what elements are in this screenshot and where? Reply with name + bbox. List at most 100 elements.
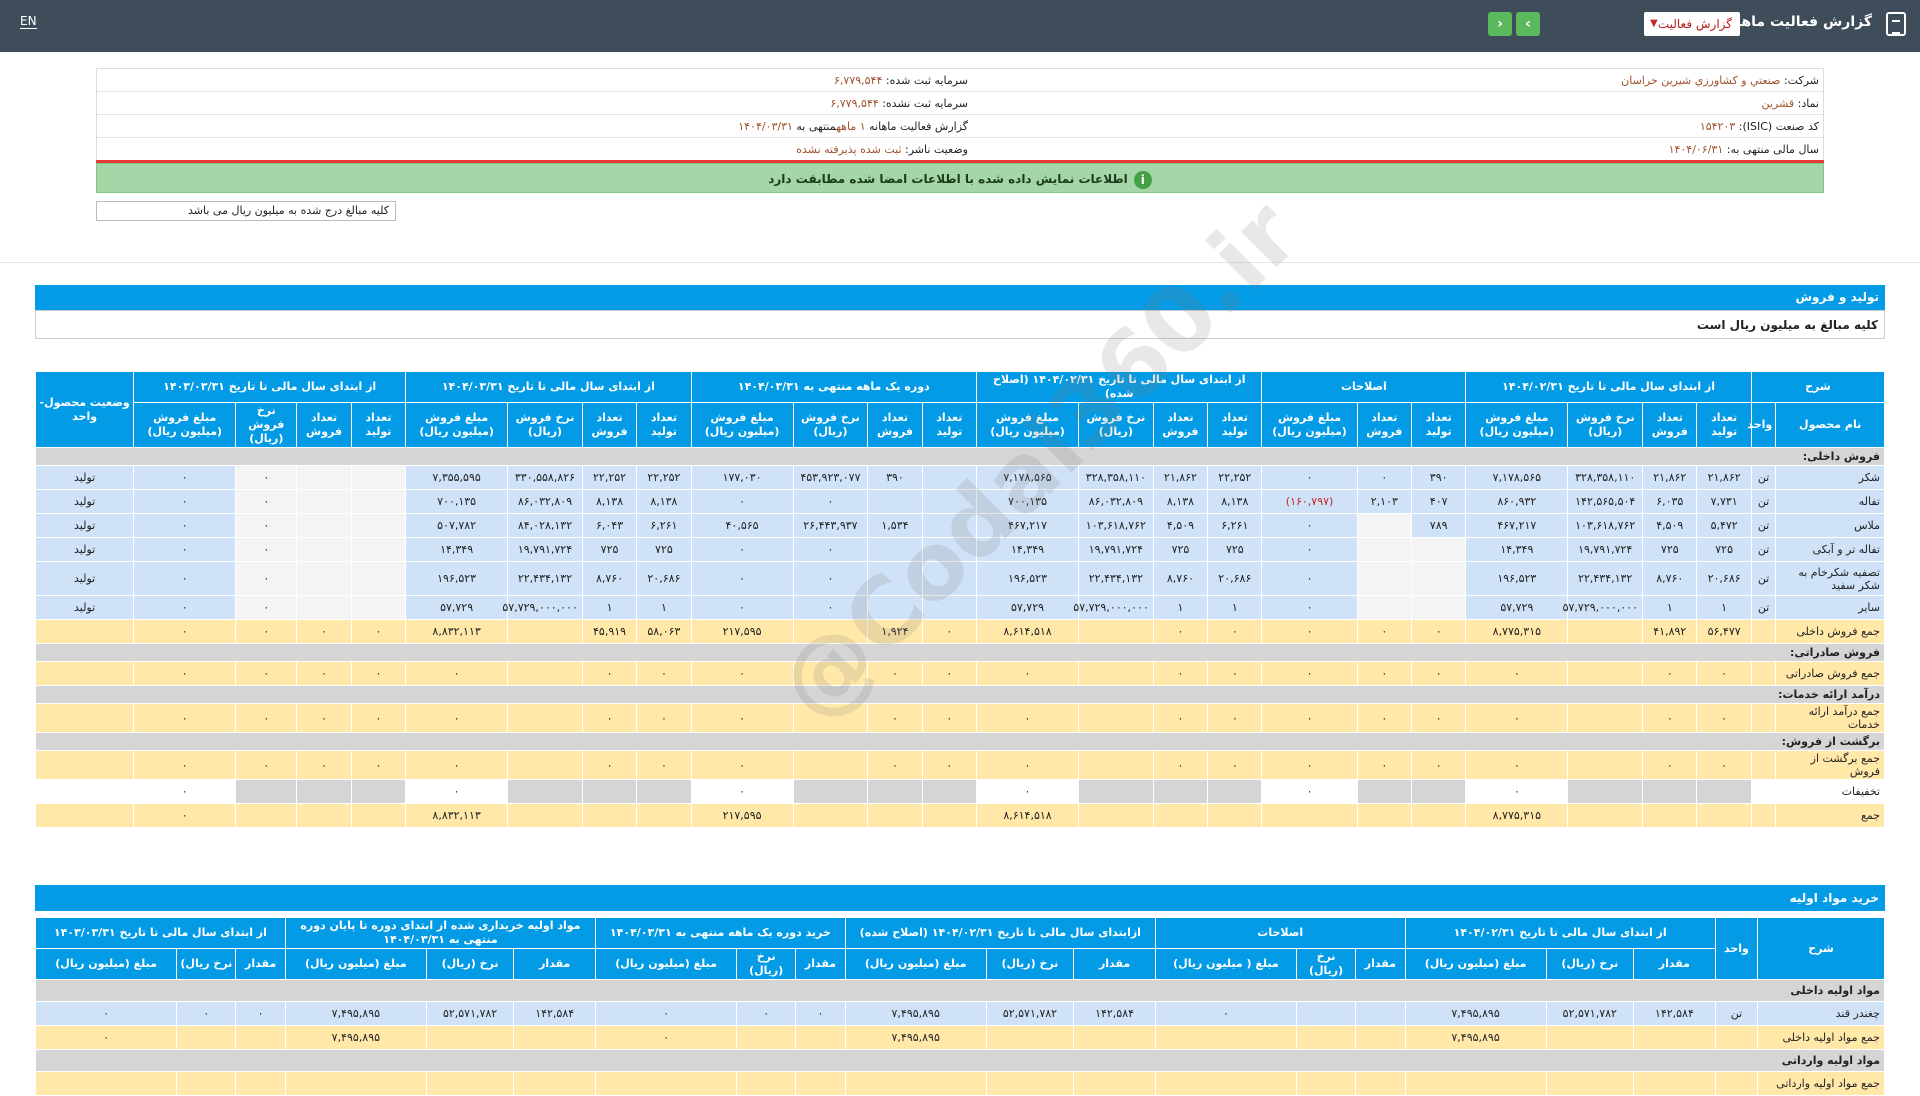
production-sales-table: شرح از ابتدای سال مالی تا تاریخ ۱۴۰۴/۰۲/۳… <box>34 371 1886 828</box>
table-cell <box>1410 803 1467 828</box>
column-header: مبلغ (میلیون ریال) <box>34 948 178 980</box>
divider <box>0 262 1920 263</box>
table-cell <box>1207 779 1263 804</box>
column-header: تعداد فروش <box>1642 402 1698 448</box>
table-cell: ۰ <box>296 619 352 644</box>
column-header: تعداد تولید <box>1696 402 1752 448</box>
row-label: تصفیه شکرخام به شکر سفید <box>1775 561 1885 596</box>
table-cell <box>1295 1001 1357 1026</box>
table-cell <box>636 779 692 804</box>
column-header: واحد <box>1747 402 1777 448</box>
table-cell: تولید <box>34 489 135 514</box>
table-cell <box>513 1071 597 1096</box>
group-row: مواد اولیه داخلی <box>35 979 1885 1002</box>
group-row: مواد اولیه وارداتی <box>35 1049 1885 1072</box>
table-cell: ۰ <box>690 779 794 804</box>
table-cell: ۳۲۸,۳۵۸,۱۱۰ <box>1567 465 1644 490</box>
table-cell <box>1295 1025 1357 1050</box>
table-cell: ۱۹۶,۵۲۳ <box>405 561 509 596</box>
production-unit-note: کلیه مبالغ به میلیون ریال است <box>35 310 1885 339</box>
group-label: برگشت از فروش: <box>35 732 1885 751</box>
table-cell: ۰ <box>867 750 923 780</box>
group-label: درآمد ارائه خدمات: <box>35 685 1885 704</box>
table-cell: ۸,۱۳۸ <box>1152 489 1209 514</box>
language-toggle[interactable]: EN <box>20 14 37 29</box>
table-cell <box>921 779 978 804</box>
table-cell: ۰ <box>350 619 407 644</box>
table-cell: ۸,۷۷۵,۳۱۵ <box>1465 803 1569 828</box>
table-cell: ۰ <box>133 489 237 514</box>
total-row: جمع برگشت از فروش ۰ ۰ ۰ ۰ ۰ ۰ ۰ ۰ ۰ ۰ ۰ ۰ ۰ ۰ ۰ ۰ ۰ ۰ ۰ <box>34 750 1885 780</box>
column-group-header: مواد اولیه خریداری شده از ابتدای دوره تا… <box>284 917 597 949</box>
table-cell: ۷,۴۹۵,۸۹۵ <box>1404 1025 1547 1050</box>
info-row: شرکت: صنعتي و کشاورزي شيرين خراسان سرمای… <box>97 69 1823 92</box>
table-cell: ۷۲۵ <box>1642 537 1698 562</box>
table-cell: ۷,۴۹۵,۸۹۵ <box>1404 1001 1547 1026</box>
table-cell: ۰ <box>690 703 794 733</box>
table-cell: ۱۴۲,۵۸۴ <box>1633 1001 1716 1026</box>
raw-materials-table: شرح واحد از ابتدای سال مالی تا تاریخ ۱۴۰۴/… <box>34 917 1885 1096</box>
table-cell <box>921 489 978 514</box>
table-cell: ۰ <box>976 750 1080 780</box>
table-cell <box>507 750 583 780</box>
table-cell: ۰ <box>690 537 794 562</box>
report-type-select[interactable]: گزارش فعالیت ▼ <box>1644 12 1740 36</box>
table-cell: ۶,۰۴۳ <box>581 513 638 538</box>
column-header: نرخ فروش (ریال) <box>235 402 298 448</box>
column-group-header: ازابتدای سال مالی تا تاریخ ۱۴۰۴/۰۲/۳۱ (ا… <box>844 917 1156 949</box>
table-cell <box>34 619 135 644</box>
table-cell: ۰ <box>1642 661 1698 686</box>
table-cell: ۰ <box>921 750 978 780</box>
table-row: شکر تن ۲۱,۸۶۲ ۲۱,۸۶۲ ۳۲۸,۳۵۸,۱۱۰ ۷,۱۷۸,۵۶۵ ۳۹۰… <box>34 465 1885 490</box>
table-cell: تن <box>1750 465 1777 490</box>
table-cell <box>1567 779 1644 804</box>
table-cell: ۰ <box>1207 661 1263 686</box>
table-cell: ۵۸,۰۶۳ <box>636 619 692 644</box>
table-cell: ۸,۷۶۰ <box>581 561 638 596</box>
column-header: نرخ (ریال) <box>1545 948 1635 980</box>
row-label: جمع <box>1775 803 1885 828</box>
table-cell: ۰ <box>1465 703 1569 733</box>
report-document-icon <box>1886 12 1906 36</box>
page-title: گزارش فعالیت ماهانه <box>1722 14 1872 30</box>
table-cell: ۱۴,۳۴۹ <box>1465 537 1569 562</box>
column-header: مقدار <box>513 948 597 980</box>
table-cell: ۴,۵۰۹ <box>1152 513 1209 538</box>
table-cell <box>921 537 978 562</box>
isic-value: ۱۵۴۲۰۳ <box>1699 120 1736 133</box>
table-cell <box>350 465 407 490</box>
table-cell: ۲۰,۶۸۶ <box>1696 561 1752 596</box>
table-cell: ۰ <box>690 489 794 514</box>
table-cell <box>792 779 869 804</box>
table-cell <box>425 1071 515 1096</box>
table-cell: ۰ <box>636 750 692 780</box>
table-cell: ۱۹,۷۹۱,۷۲۴ <box>1078 537 1154 562</box>
row-label: جمع مواد اولیه وارداتی <box>1757 1071 1885 1096</box>
column-header: تعداد فروش <box>1356 402 1412 448</box>
table-cell <box>1356 595 1412 620</box>
table-cell: ۳۳۰,۵۵۸,۸۲۶ <box>507 465 583 490</box>
table-cell: ۰ <box>1261 595 1358 620</box>
table-cell: ۰ <box>235 750 298 780</box>
next-button[interactable]: › <box>1516 12 1540 36</box>
column-group-header: اصلاحات <box>1261 371 1467 403</box>
table-cell: ۰ <box>1261 513 1358 538</box>
table-cell: ۰ <box>1152 661 1209 686</box>
table-cell <box>1567 661 1644 686</box>
table-cell: ۰ <box>133 513 237 538</box>
table-cell: ۸,۸۳۲,۱۱۳ <box>405 803 509 828</box>
table-cell: ۰ <box>690 750 794 780</box>
table-cell: ۱۴,۳۴۹ <box>405 537 509 562</box>
table-cell <box>1750 779 1777 804</box>
table-cell <box>921 561 978 596</box>
table-cell <box>736 1025 797 1050</box>
table-cell: ۱۰۳,۶۱۸,۷۶۲ <box>1078 513 1154 538</box>
previous-button[interactable]: ‹ <box>1488 12 1512 36</box>
column-group-header: از ابتدای سال مالی تا تاریخ ۱۴۰۴/۰۲/۳۱ <box>1404 917 1716 949</box>
column-group-header: اصلاحات <box>1154 917 1406 949</box>
table-cell: ۰ <box>1410 750 1467 780</box>
column-header: نرخ (ریال) <box>425 948 515 980</box>
table-cell: ۸۶,۰۳۲,۸۰۹ <box>507 489 583 514</box>
table-cell: ۰ <box>921 661 978 686</box>
table-cell <box>34 750 135 780</box>
